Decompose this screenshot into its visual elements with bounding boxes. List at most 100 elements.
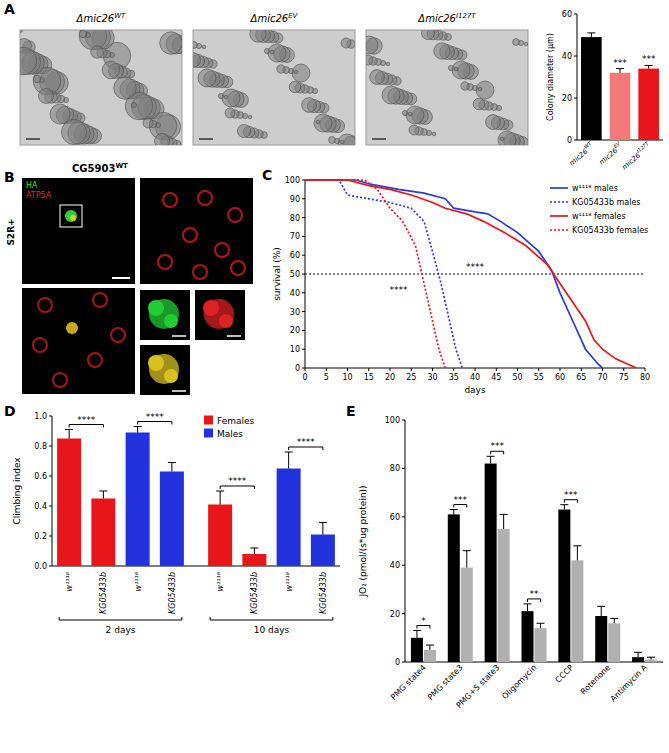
- y-tick: [49, 446, 52, 447]
- superscript: WT: [582, 139, 593, 149]
- bar: [411, 638, 423, 662]
- x-tick: [581, 368, 582, 371]
- bar: [160, 472, 184, 567]
- significance: **: [530, 589, 540, 599]
- colony: [370, 70, 385, 85]
- x-tick: [538, 368, 539, 371]
- y-axis-label: survival (%): [272, 247, 282, 301]
- x-tick: [390, 368, 391, 371]
- colony: [316, 120, 320, 124]
- zoom-box: [60, 205, 82, 227]
- x-tick: [602, 368, 603, 371]
- y-tick: [302, 274, 305, 275]
- significance: ****: [390, 285, 409, 295]
- colony: [289, 81, 301, 93]
- error-bar: [573, 546, 581, 561]
- x-tick-label: Antimycin A: [609, 663, 650, 704]
- x-tick-label: 25: [406, 373, 416, 382]
- colony: [250, 30, 266, 42]
- y-tick-label: 1.0: [34, 412, 47, 421]
- bar: [522, 611, 534, 662]
- bar: [608, 623, 620, 662]
- scale-bar: [227, 335, 241, 337]
- signal: [65, 210, 77, 222]
- y-tick: [49, 416, 52, 417]
- x-tick: [453, 368, 454, 371]
- x-tick-label: mic26I127T: [619, 140, 654, 172]
- y-tick-label: 0: [395, 658, 400, 667]
- x-tick-label: 40: [470, 373, 480, 382]
- colony: [91, 46, 104, 59]
- error-bar: [426, 645, 434, 650]
- label-text: CG5903: [72, 163, 115, 174]
- x-tick-label: 30: [427, 373, 437, 382]
- bar: [242, 554, 266, 566]
- colony: [421, 30, 434, 40]
- error-bar: [463, 551, 471, 568]
- x-tick: [517, 368, 518, 371]
- colony: [39, 89, 54, 104]
- bar: [595, 616, 607, 662]
- y-tick: [402, 613, 405, 614]
- colony: [292, 64, 310, 82]
- panel-label: B: [4, 169, 15, 185]
- error-bar: [647, 657, 655, 659]
- significance: ***: [642, 54, 656, 64]
- y-tick: [49, 566, 52, 567]
- y-tick: [49, 536, 52, 537]
- error-bar: [285, 452, 293, 469]
- bar: [126, 433, 150, 567]
- significance-bracket: [220, 486, 254, 489]
- x-tick-label: 75: [619, 373, 629, 382]
- bar: [208, 505, 232, 567]
- x-tick-label: Rotenone: [579, 663, 612, 696]
- significance: ***: [454, 495, 468, 505]
- error-bar: [634, 652, 642, 657]
- y-tick-label: 60: [290, 251, 300, 260]
- x-tick-label: PMG state4: [389, 663, 428, 702]
- legend-swatch: [204, 416, 213, 425]
- colony: [102, 61, 120, 79]
- colony: [155, 134, 170, 146]
- significance: ***: [613, 58, 627, 68]
- superscript: I127T: [635, 140, 650, 154]
- x-tick-label: 70: [597, 373, 607, 382]
- photo: [193, 30, 355, 145]
- channel-label: HA: [26, 181, 38, 190]
- legend-line: [550, 201, 568, 203]
- label-text: mic26: [598, 146, 620, 166]
- y-tick: [302, 330, 305, 331]
- significance: ***: [490, 441, 504, 451]
- error-bar: [616, 69, 624, 73]
- error-bar: [610, 618, 618, 623]
- group-bracket: [59, 617, 182, 620]
- y-tick-label: 80: [290, 214, 300, 223]
- significance-bracket: [138, 422, 172, 425]
- error-bar: [560, 505, 568, 510]
- signal: [70, 215, 76, 221]
- image-title: Δmic26EV: [250, 12, 299, 24]
- significance-bracket: [417, 626, 430, 629]
- image-title: Δmic26WT: [76, 12, 127, 24]
- y-axis-label: Colony diameter (μm): [546, 33, 555, 121]
- y-tick-label: 50: [290, 270, 300, 279]
- colony: [20, 47, 37, 75]
- y-tick-label: 0.0: [34, 562, 47, 571]
- x-tick: [475, 368, 476, 371]
- colony: [382, 86, 400, 104]
- colony: [143, 118, 153, 128]
- panel-label: C: [262, 167, 272, 183]
- survival-curve: [305, 180, 603, 368]
- error-bar: [500, 514, 508, 529]
- error-bar: [134, 427, 142, 433]
- y-tick: [49, 476, 52, 477]
- bar: [311, 535, 335, 567]
- bar: [535, 628, 547, 662]
- significance: ****: [77, 415, 96, 425]
- y-axis: [577, 14, 578, 140]
- bar: [485, 464, 497, 662]
- signal: [164, 314, 178, 328]
- bar: [57, 439, 81, 567]
- signal: [215, 243, 229, 257]
- zoom-signal: [148, 354, 179, 384]
